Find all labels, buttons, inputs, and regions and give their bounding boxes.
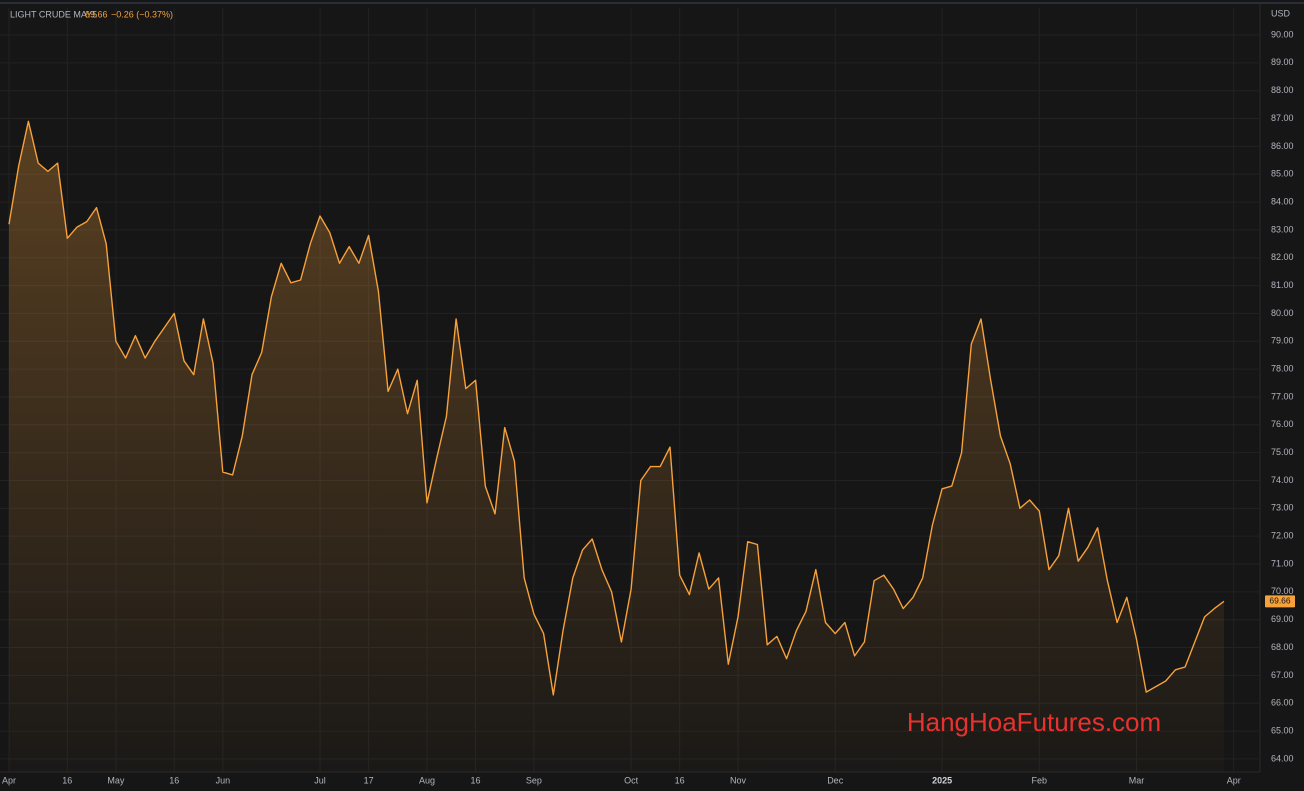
y-tick-label: 67.00: [1271, 670, 1294, 680]
y-tick-label: 70.00: [1271, 586, 1294, 596]
y-tick-label: 89.00: [1271, 57, 1294, 67]
y-tick-label: 66.00: [1271, 698, 1294, 708]
x-tick-label: 16: [675, 775, 685, 785]
y-tick-label: 71.00: [1271, 558, 1294, 568]
y-tick-label: 73.00: [1271, 503, 1294, 513]
x-tick-label: Aug: [419, 775, 435, 785]
change: −0.26 (−0.37%): [111, 9, 173, 19]
y-tick-label: 76.00: [1271, 419, 1294, 429]
plot: [8, 120, 1225, 773]
y-tick-label: 80.00: [1271, 308, 1294, 318]
y-tick-label: 69.00: [1271, 614, 1294, 624]
y-tick-label: 65.00: [1271, 725, 1294, 735]
x-tick-label: Jun: [216, 775, 231, 785]
x-tick-label: Mar: [1129, 775, 1145, 785]
y-tick-label: 68.00: [1271, 642, 1294, 652]
x-tick-label: 16: [169, 775, 179, 785]
area-fill: [9, 121, 1224, 773]
x-tick-label: 2025: [932, 775, 952, 785]
y-tick-label: 84.00: [1271, 196, 1294, 206]
x-tick-label: 16: [62, 775, 72, 785]
x-tick-label: Apr: [1227, 775, 1241, 785]
x-tick-label: Oct: [624, 775, 639, 785]
last-price: 69.66: [85, 9, 108, 19]
x-tick-label: May: [107, 775, 125, 785]
x-tick-label: 16: [471, 775, 481, 785]
axes: 64.00 65.00 66.00 67.00 68.00 69.00 70.00 71.00…: [2, 29, 1295, 785]
last-price-badge: [1265, 595, 1295, 608]
y-tick-label: 83.00: [1271, 224, 1294, 234]
y-tick-label: 72.00: [1271, 531, 1294, 541]
x-tick-label: Sep: [526, 775, 542, 785]
x-tick-label: Jul: [314, 775, 326, 785]
x-tick-label: Dec: [827, 775, 844, 785]
price-line: [8, 120, 1225, 696]
symbol: LIGHT CRUDE MAY5: [10, 9, 97, 19]
y-tick-label: 90.00: [1271, 29, 1294, 39]
last-price-label: 69.66: [1269, 596, 1291, 606]
y-tick-label: 82.00: [1271, 252, 1294, 262]
y-tick-label: 74.00: [1271, 475, 1294, 485]
y-tick-label: 85.00: [1271, 169, 1294, 179]
y-tick-label: 88.00: [1271, 85, 1294, 95]
y-tick-label: 81.00: [1271, 280, 1294, 290]
x-tick-label: Feb: [1032, 775, 1048, 785]
x-tick-label: Nov: [730, 775, 747, 785]
y-tick-label: 78.00: [1271, 363, 1294, 373]
x-tick-label: 17: [364, 775, 374, 785]
x-tick-label: Apr: [2, 775, 16, 785]
y-tick-label: 64.00: [1271, 753, 1294, 763]
y-tick-label: 87.00: [1271, 113, 1294, 123]
watermark: HangHoaFutures.com: [907, 707, 1161, 737]
y-tick-label: 79.00: [1271, 336, 1294, 346]
y-tick-label: 86.00: [1271, 141, 1294, 151]
y-tick-label: 77.00: [1271, 391, 1294, 401]
y-tick-label: 75.00: [1271, 447, 1294, 457]
currency: USD: [1271, 8, 1291, 18]
